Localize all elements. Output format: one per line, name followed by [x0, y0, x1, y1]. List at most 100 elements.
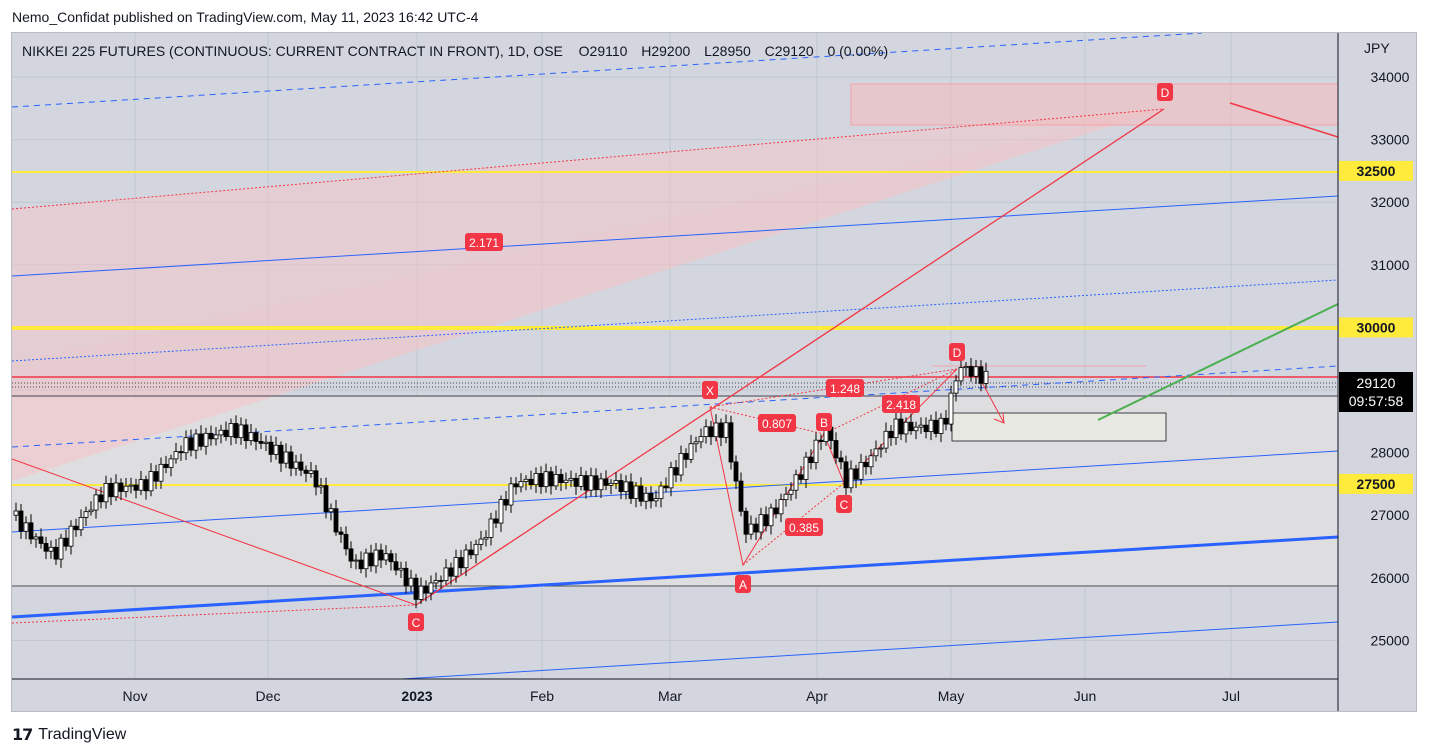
change-value: 0 (0.00%)	[827, 43, 889, 59]
ratio-2418-label-bg	[882, 395, 920, 413]
candle-body	[848, 468, 854, 489]
candle-body	[318, 485, 324, 488]
candle-body	[183, 437, 189, 454]
candle-body	[38, 536, 44, 544]
candle-body	[328, 508, 334, 513]
candle-body	[428, 582, 434, 594]
candle-body	[173, 451, 179, 460]
time-tick-label: Nov	[123, 688, 148, 704]
candle-body	[603, 478, 609, 486]
candle-body	[983, 370, 989, 384]
candle-body	[673, 467, 679, 476]
pattern-point-c-bg	[836, 495, 852, 513]
high-label: H	[641, 43, 652, 59]
candle-body	[193, 433, 199, 451]
candle-body	[383, 553, 389, 561]
candle-body	[213, 434, 219, 440]
price-tick-label: 25000	[1371, 632, 1410, 648]
green-trend-line[interactable]	[1097, 303, 1338, 421]
time-axis[interactable]: Nov Dec 2023 Feb Mar Apr May Jun Jul	[123, 688, 1240, 704]
candle-body	[78, 517, 84, 531]
candle-body	[638, 485, 644, 502]
channel-lower[interactable]	[12, 450, 1338, 533]
price-chart[interactable]: 3400033000320003100030000290002800027000…	[12, 33, 1417, 712]
candle-body	[713, 422, 719, 438]
candle-body	[363, 552, 369, 570]
candle-body	[958, 367, 964, 382]
channel-bottom[interactable]	[401, 621, 1338, 679]
candle-body	[588, 475, 594, 491]
time-tick-label: 2023	[401, 688, 432, 704]
channel-dotted[interactable]	[12, 279, 1338, 362]
candle-body	[53, 546, 59, 560]
candle-body	[283, 451, 289, 464]
bd-dotted	[823, 368, 958, 435]
pattern-point-d: D	[953, 346, 962, 360]
candle-body	[728, 422, 734, 463]
time-tick-label: Jul	[1222, 688, 1240, 704]
candle-body	[808, 456, 814, 464]
pattern-point-d-target: D	[1161, 86, 1170, 100]
low-label: L	[704, 43, 712, 59]
candle-body	[558, 474, 564, 484]
low-value: 28950	[711, 43, 751, 59]
price-axis[interactable]: 3400033000320003100030000290002800027000…	[1364, 40, 1410, 648]
candle-body	[513, 483, 519, 488]
candle-body	[263, 441, 269, 444]
pattern-point-a-bg	[735, 575, 751, 593]
ratio-2418-label: 2.418	[886, 398, 916, 412]
footer-brand[interactable]: 𝟭𝟳 TradingView	[12, 725, 126, 745]
candle-body	[908, 421, 914, 432]
chart-pane[interactable]: 3400033000320003100030000290002800027000…	[11, 32, 1417, 712]
level-badge-text: 27500	[1357, 476, 1396, 492]
candle-body	[273, 444, 279, 455]
price-tick-label: 27000	[1371, 507, 1410, 523]
candle-body	[468, 549, 474, 556]
target-line	[1229, 102, 1338, 138]
down-arrow-head	[993, 412, 1005, 424]
candle-body	[68, 525, 74, 547]
candle-body	[163, 463, 169, 468]
channel-upper[interactable]	[12, 195, 1338, 277]
pattern-fill-xd	[12, 109, 1164, 481]
candle-body	[973, 366, 979, 377]
candle-body	[888, 430, 894, 439]
candle-body	[913, 426, 919, 432]
candle-body	[63, 537, 69, 547]
channel-main-support[interactable]	[12, 535, 1338, 619]
candle-body	[143, 479, 149, 492]
xb-dotted	[709, 406, 825, 435]
tradingview-logo-icon: 𝟭𝟳	[12, 727, 33, 744]
time-tick-label: Feb	[530, 688, 554, 704]
candle-body	[458, 557, 464, 569]
candle-body	[523, 478, 529, 482]
pattern-labels: D 2.171 D X 1.248 2.418 0.807 B C 0.385 A C	[408, 83, 1173, 631]
candle-body	[863, 462, 869, 468]
candle-body	[533, 473, 539, 486]
candle-body	[543, 471, 549, 488]
candle-body	[868, 455, 874, 468]
channel-top-dashed[interactable]	[12, 33, 1203, 108]
candle-body	[568, 477, 574, 481]
candle-body	[748, 523, 754, 535]
candle-body	[413, 577, 419, 600]
candle-body	[518, 481, 524, 488]
ratio-1248-label-bg	[826, 379, 864, 397]
candle-body	[378, 549, 384, 561]
publisher-line: Nemo_Confidat published on TradingView.c…	[12, 9, 479, 25]
ratio-0385-label: 0.385	[789, 521, 819, 535]
candle-body	[268, 441, 274, 455]
time-tick-label: Jun	[1074, 688, 1097, 704]
level-badge	[1339, 160, 1413, 181]
bar-countdown: 09:57:58	[1349, 393, 1404, 409]
ratio-2171-label-bg	[465, 233, 503, 251]
candle-body	[288, 451, 294, 469]
price-badges: 32500 30000 27500 29120 09:57:58	[1339, 160, 1413, 494]
candle-body	[668, 467, 674, 489]
candle-body	[13, 510, 19, 516]
candle-body	[298, 461, 304, 471]
candle-body	[563, 479, 569, 484]
candle-body	[768, 507, 774, 527]
candle-body	[233, 423, 239, 439]
candle-body	[463, 549, 469, 569]
